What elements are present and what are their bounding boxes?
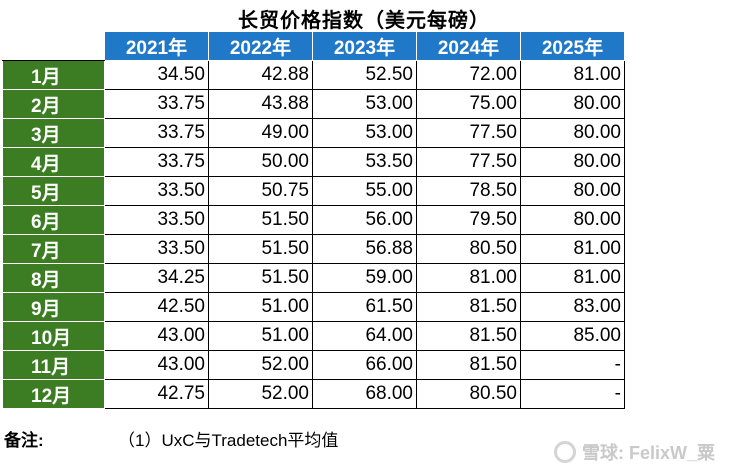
month-label: 3月 bbox=[2, 118, 105, 148]
price-cell: 56.00 bbox=[312, 205, 417, 235]
month-label: 6月 bbox=[2, 205, 105, 235]
table-row: 11月 43.00 52.00 66.00 81.50- bbox=[2, 350, 625, 380]
price-cell: 80.50 bbox=[416, 379, 521, 409]
price-cell: 51.00 bbox=[208, 292, 313, 322]
price-cell: 34.50 bbox=[104, 60, 209, 90]
column-header: 2025年 bbox=[520, 31, 625, 61]
corner-cell bbox=[2, 31, 105, 61]
table-row: 8月 34.25 51.50 59.00 81.00 81.00 bbox=[2, 263, 625, 293]
month-label: 2月 bbox=[2, 89, 105, 119]
table-row: 4月 33.75 50.00 53.50 77.50 80.00 bbox=[2, 147, 625, 177]
price-cell: 56.88 bbox=[312, 234, 417, 264]
price-cell: 42.75 bbox=[104, 379, 209, 409]
price-cell: 33.75 bbox=[104, 118, 209, 148]
price-cell: 64.00 bbox=[312, 321, 417, 351]
note-label: 备注: bbox=[4, 431, 44, 450]
price-cell: 85.00 bbox=[520, 321, 625, 351]
price-cell: 77.50 bbox=[416, 118, 521, 148]
price-cell: 51.50 bbox=[208, 263, 313, 293]
table-row: 7月 33.50 51.50 56.88 80.50 81.00 bbox=[2, 234, 625, 264]
price-cell: 81.50 bbox=[416, 321, 521, 351]
note-text: （1）UxC与Tradetech平均值 bbox=[118, 431, 339, 450]
price-cell: 68.00 bbox=[312, 379, 417, 409]
price-cell: - bbox=[520, 350, 625, 380]
header-row: 2021年 2022年 2023年 2024年 2025年 bbox=[2, 31, 625, 61]
column-header: 2021年 bbox=[104, 31, 209, 61]
price-cell: 33.75 bbox=[104, 147, 209, 177]
column-header: 2023年 bbox=[312, 31, 417, 61]
month-label: 8月 bbox=[2, 263, 105, 293]
watermark-text: 雪球: FelixW_粟 bbox=[581, 443, 715, 463]
price-cell: 80.00 bbox=[520, 118, 625, 148]
table-row: 9月 42.50 51.00 61.50 81.50 83.00 bbox=[2, 292, 625, 322]
price-cell: 52.50 bbox=[312, 60, 417, 90]
price-index-table: 2021年 2022年 2023年 2024年 2025年 1月 34.50 42.… bbox=[2, 31, 625, 409]
price-cell: 50.75 bbox=[208, 176, 313, 206]
price-cell: 42.88 bbox=[208, 60, 313, 90]
price-cell: 59.00 bbox=[312, 263, 417, 293]
price-cell: 79.50 bbox=[416, 205, 521, 235]
month-label: 5月 bbox=[2, 176, 105, 206]
price-cell: 53.00 bbox=[312, 118, 417, 148]
month-label: 11月 bbox=[2, 350, 105, 380]
price-cell: 51.00 bbox=[208, 321, 313, 351]
price-cell: 43.00 bbox=[104, 350, 209, 380]
column-header: 2024年 bbox=[416, 31, 521, 61]
table-row: 2月 33.75 43.88 53.00 75.00 80.00 bbox=[2, 89, 625, 119]
month-label: 9月 bbox=[2, 292, 105, 322]
price-cell: 78.50 bbox=[416, 176, 521, 206]
table-row: 1月 34.50 42.88 52.50 72.00 81.00 bbox=[2, 60, 625, 90]
price-cell: 66.00 bbox=[312, 350, 417, 380]
price-cell: 33.75 bbox=[104, 89, 209, 119]
column-header: 2022年 bbox=[208, 31, 313, 61]
table-row: 5月 33.50 50.75 55.00 78.50 80.00 bbox=[2, 176, 625, 206]
table-row: 3月 33.75 49.00 53.00 77.50 80.00 bbox=[2, 118, 625, 148]
price-cell: 80.00 bbox=[520, 147, 625, 177]
table-body: 1月 34.50 42.88 52.50 72.00 81.00 2月 33.75 43.88 5… bbox=[2, 60, 625, 409]
price-cell: 80.00 bbox=[520, 176, 625, 206]
month-label: 4月 bbox=[2, 147, 105, 177]
table-title: 长贸价格指数（美元每磅） bbox=[238, 10, 490, 32]
price-cell: 33.50 bbox=[104, 176, 209, 206]
price-cell: 51.50 bbox=[208, 205, 313, 235]
price-cell: 81.00 bbox=[520, 234, 625, 264]
price-cell: 42.50 bbox=[104, 292, 209, 322]
table-row: 6月 33.50 51.50 56.00 79.50 80.00 bbox=[2, 205, 625, 235]
price-cell: 52.00 bbox=[208, 379, 313, 409]
price-cell: 81.00 bbox=[520, 263, 625, 293]
month-label: 7月 bbox=[2, 234, 105, 264]
price-cell: 53.00 bbox=[312, 89, 417, 119]
table-row: 12月 42.75 52.00 68.00 80.50- bbox=[2, 379, 625, 409]
table-row: 10月 43.00 51.00 64.00 81.50 85.00 bbox=[2, 321, 625, 351]
price-cell: 81.50 bbox=[416, 350, 521, 380]
price-cell: 33.50 bbox=[104, 205, 209, 235]
price-cell: 81.00 bbox=[416, 263, 521, 293]
month-label: 10月 bbox=[2, 321, 105, 351]
price-cell: 43.00 bbox=[104, 321, 209, 351]
price-cell: 52.00 bbox=[208, 350, 313, 380]
price-cell: 61.50 bbox=[312, 292, 417, 322]
month-label: 1月 bbox=[2, 60, 105, 90]
price-cell: 49.00 bbox=[208, 118, 313, 148]
price-cell: 80.00 bbox=[520, 205, 625, 235]
price-cell: 80.50 bbox=[416, 234, 521, 264]
price-cell: 34.25 bbox=[104, 263, 209, 293]
price-cell: 55.00 bbox=[312, 176, 417, 206]
price-cell: 50.00 bbox=[208, 147, 313, 177]
price-cell: 53.50 bbox=[312, 147, 417, 177]
price-cell: 81.00 bbox=[520, 60, 625, 90]
price-cell: - bbox=[520, 379, 625, 409]
price-cell: 43.88 bbox=[208, 89, 313, 119]
month-label: 12月 bbox=[2, 379, 105, 409]
price-cell: 72.00 bbox=[416, 60, 521, 90]
price-cell: 77.50 bbox=[416, 147, 521, 177]
price-cell: 51.50 bbox=[208, 234, 313, 264]
price-cell: 80.00 bbox=[520, 89, 625, 119]
snowball-logo-icon bbox=[553, 441, 576, 463]
price-cell: 83.00 bbox=[520, 292, 625, 322]
price-cell: 33.50 bbox=[104, 234, 209, 264]
watermark: 雪球: FelixW_粟 bbox=[553, 440, 715, 464]
price-cell: 75.00 bbox=[416, 89, 521, 119]
price-cell: 81.50 bbox=[416, 292, 521, 322]
